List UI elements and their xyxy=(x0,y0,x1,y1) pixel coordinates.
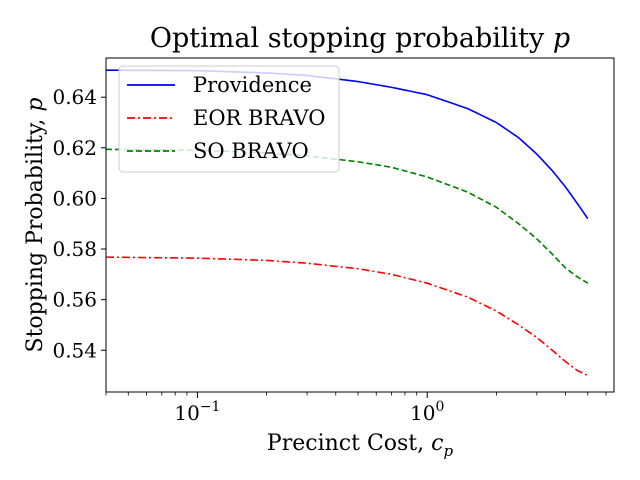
legend: Providence EOR BRAVO SO BRAVO xyxy=(118,65,340,173)
legend-entries: Providence EOR BRAVO SO BRAVO xyxy=(127,73,325,163)
y-tick-label-0: 0.54 xyxy=(52,338,97,362)
y-tick-label-2: 0.58 xyxy=(52,237,97,261)
x-tick-label-1: 100 xyxy=(410,399,444,425)
legend-box xyxy=(118,65,340,173)
plot-frame xyxy=(105,57,615,393)
y-axis-label: Stopping Probability, p xyxy=(23,98,48,353)
legend-label-0: Providence xyxy=(193,73,312,97)
legend-label-2: SO BRAVO xyxy=(193,139,309,163)
y-tick-label-3: 0.60 xyxy=(52,186,97,210)
y-tick-label-5: 0.64 xyxy=(52,85,97,109)
x-tick-label-0: 10−1 xyxy=(174,399,220,425)
y-tick-label-4: 0.62 xyxy=(52,136,97,160)
chart-title: Optimal stopping probability p xyxy=(150,23,570,54)
x-axis-label: Precinct Cost, cp xyxy=(267,431,454,460)
legend-label-1: EOR BRAVO xyxy=(193,106,325,130)
y-tick-label-1: 0.56 xyxy=(52,288,97,312)
ticks-layer: 0.54 0.56 0.58 0.60 0.62 0.64 10−1 100 xyxy=(52,85,607,425)
